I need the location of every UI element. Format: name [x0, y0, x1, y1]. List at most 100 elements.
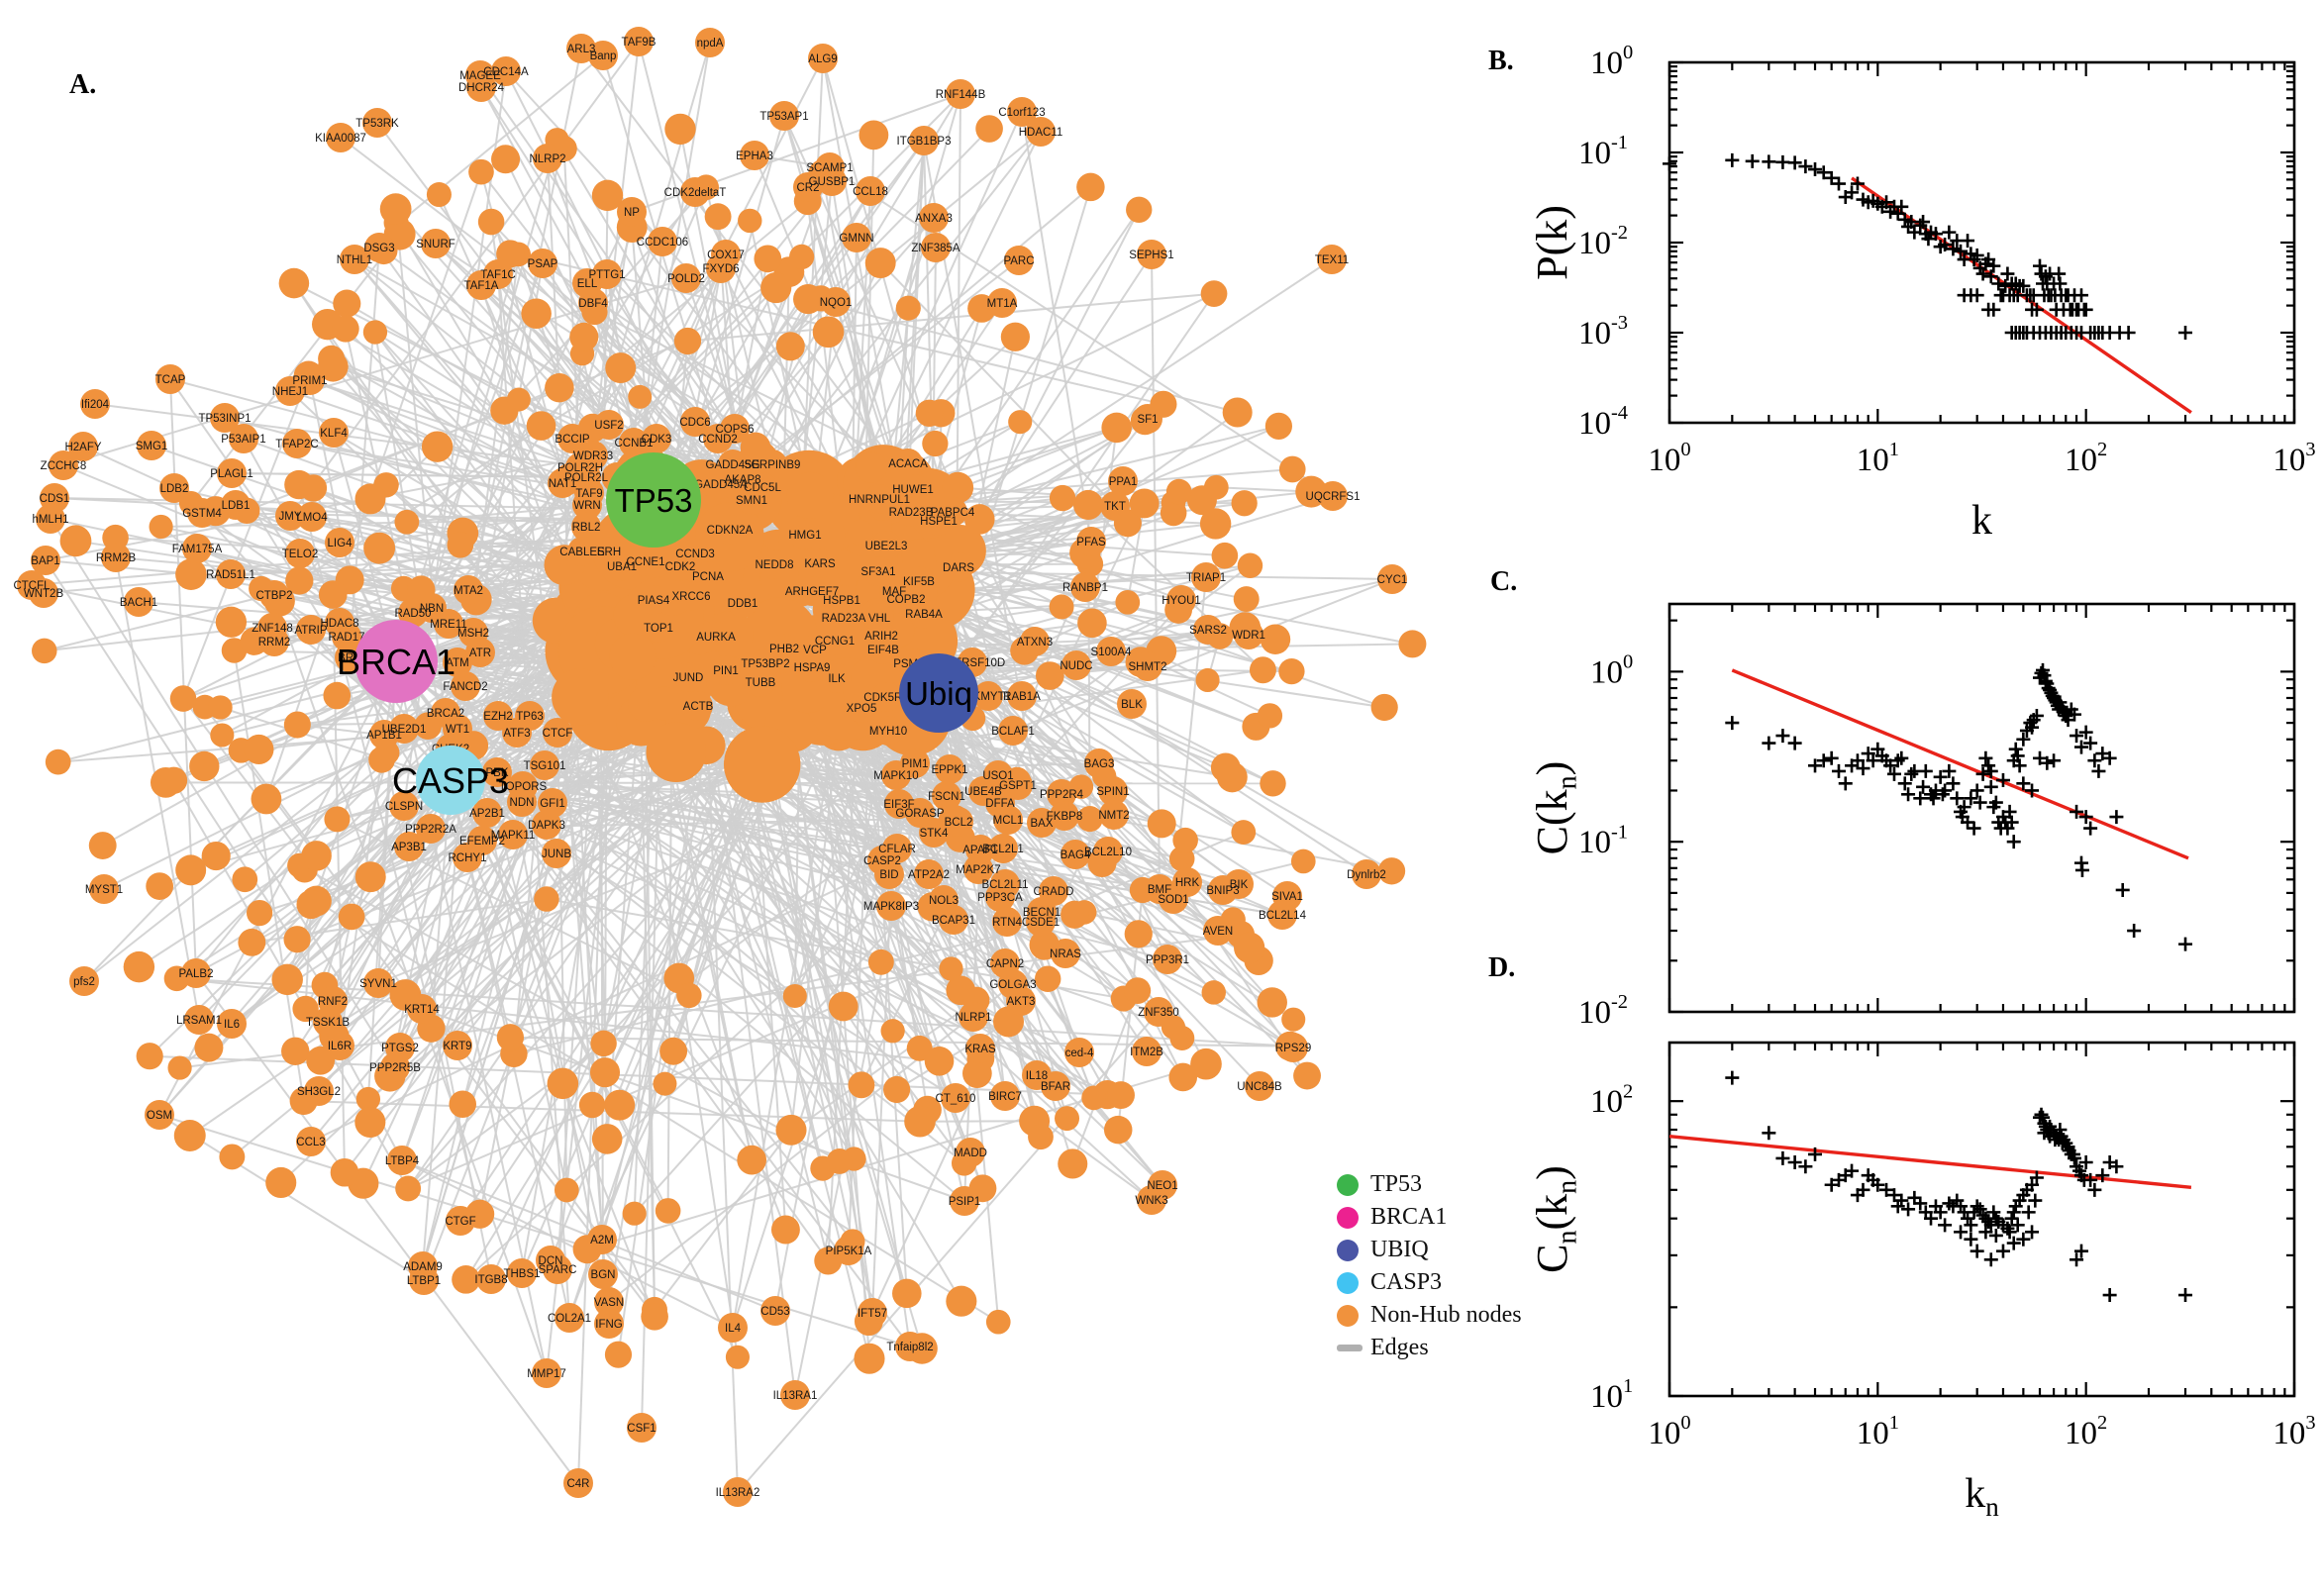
node-label-EZH2: EZH2	[483, 711, 512, 723]
node-label-RAB4A: RAB4A	[905, 609, 943, 621]
node-label-LRSAM1: LRSAM1	[176, 1015, 222, 1027]
node-label-EIF3F: EIF3F	[883, 799, 914, 811]
node-label-COPS6: COPS6	[716, 424, 755, 436]
tick-label-10e-4: 10-4	[1578, 402, 1628, 442]
node-label-SARS2: SARS2	[1189, 625, 1227, 637]
node-label-CCNG1: CCNG1	[815, 636, 855, 648]
tick-label-10e2: 102	[2065, 1412, 2107, 1451]
node-label-GSTM4: GSTM4	[182, 508, 222, 520]
x-axis-label-b: k	[1971, 498, 1992, 544]
node-label-TUBB: TUBB	[746, 677, 776, 689]
node-label-ALG9: ALG9	[808, 53, 837, 65]
tick-label-10e0: 100	[1648, 1412, 1690, 1451]
hub-node-TP53	[606, 452, 701, 548]
node-label-TAF9B: TAF9B	[622, 37, 656, 49]
plot-clustering-coefficient: 100 10-1 10-2 C(kn​)	[1515, 574, 2323, 1035]
node-label-C1orf123: C1orf123	[998, 107, 1045, 119]
node-label-HYOU1: HYOU1	[1162, 595, 1201, 607]
node-label-SIVA1: SIVA1	[1271, 891, 1303, 903]
node-label-ATR: ATR	[469, 648, 491, 659]
node-label-SERPINB9: SERPINB9	[745, 459, 801, 471]
node-label-BAG4: BAG4	[1060, 849, 1091, 861]
legend-label: Non-Hub nodes	[1370, 1302, 1522, 1328]
node-label-RNF144B: RNF144B	[936, 89, 986, 101]
node-label-ZCCHC8: ZCCHC8	[41, 460, 87, 472]
node-label-PPP3R1: PPP3R1	[1146, 954, 1189, 966]
node-label-S100A4: S100A4	[1091, 647, 1133, 658]
hub-label-TP53: TP53	[615, 482, 693, 519]
node-label-HDAC11: HDAC11	[1019, 127, 1063, 139]
node-label-NOL3: NOL3	[929, 895, 959, 907]
node-label-BCCIP: BCCIP	[555, 434, 589, 446]
node-label-COPB2: COPB2	[887, 594, 926, 606]
node-label-MAPK8IP3: MAPK8IP3	[863, 901, 919, 913]
node-label-TOPORS: TOPORS	[499, 781, 548, 793]
legend-item-brca1: BRCA1	[1337, 1201, 1522, 1234]
chart-c-svg: 100 10-1 10-2 C(kn​)	[1528, 602, 2296, 1031]
node-label-MCL1: MCL1	[993, 815, 1024, 827]
node-label-H2AFY: H2AFY	[64, 442, 101, 453]
node-label-UQCRFS1: UQCRFS1	[1306, 491, 1361, 503]
node-label-CYC1: CYC1	[1377, 574, 1408, 586]
node-label-EFEMP2: EFEMP2	[459, 836, 505, 848]
node-label-CDC6: CDC6	[679, 417, 710, 429]
node-label-PIP5K1A: PIP5K1A	[826, 1246, 872, 1257]
node-label-RNF2: RNF2	[318, 996, 348, 1008]
node-label-KRT9: KRT9	[443, 1041, 471, 1052]
legend-edge-swatch	[1337, 1345, 1363, 1351]
node-label-PBK: PBK	[485, 767, 508, 779]
node-label-ACTB: ACTB	[683, 701, 714, 713]
node-label-LTBP1: LTBP1	[407, 1275, 441, 1287]
node-label-TKT: TKT	[1104, 501, 1126, 513]
node-label-NEDD8: NEDD8	[756, 559, 794, 571]
node-label-HMG1: HMG1	[788, 530, 821, 542]
node-label-UBE4B: UBE4B	[964, 786, 1002, 798]
node-label-ITGB1BP3: ITGB1BP3	[897, 136, 952, 148]
node-label-BFAR: BFAR	[1041, 1081, 1070, 1093]
node-label-DCN: DCN	[539, 1255, 563, 1267]
node-label-LDB1: LDB1	[222, 500, 251, 512]
node-label-EPPK1: EPPK1	[931, 764, 967, 776]
node-label-SH3GL2: SH3GL2	[297, 1086, 341, 1098]
node-label-BLK: BLK	[1121, 699, 1143, 711]
node-label-PTGS2: PTGS2	[381, 1043, 419, 1054]
node-label-PFAS: PFAS	[1076, 537, 1106, 549]
legend-label: BRCA1	[1370, 1204, 1448, 1230]
node-label-RAD51L1: RAD51L1	[206, 569, 255, 581]
node-label-IL6: IL6	[224, 1019, 240, 1031]
node-label-LMO4: LMO4	[296, 512, 328, 524]
node-label-CDK5R1: CDK5R1	[863, 692, 908, 704]
node-label-ZNF385A: ZNF385A	[911, 243, 960, 254]
legend-color-swatch	[1337, 1304, 1359, 1327]
node-label-SOD1: SOD1	[1158, 894, 1188, 906]
node-label-UBE2D1: UBE2D1	[382, 724, 427, 736]
node-label-BCL2: BCL2	[945, 817, 973, 829]
node-label-GUSBP1: GUSBP1	[809, 176, 856, 188]
node-label-TP53AP1: TP53AP1	[759, 111, 808, 123]
node-label-THBS1: THBS1	[503, 1268, 540, 1280]
fit-line-d	[1668, 1134, 2192, 1189]
node-label-NUDC: NUDC	[1060, 660, 1092, 672]
node-label-WT1: WT1	[446, 724, 469, 736]
node-label-AVEN: AVEN	[1203, 926, 1233, 938]
y-axis-label-d: Cn​(kn​)	[1528, 1165, 1583, 1273]
node-label-MAP2K7: MAP2K7	[956, 864, 1000, 876]
node-label-HSPB1: HSPB1	[823, 595, 860, 607]
panel-d-label: D.	[1488, 952, 1516, 983]
node-label-ATXN3: ATXN3	[1017, 637, 1053, 648]
node-label-PRIM1: PRIM1	[292, 375, 327, 387]
node-label-TFAP2C: TFAP2C	[275, 439, 318, 450]
node-label-VHL: VHL	[868, 613, 891, 625]
node-label-CDK3: CDK3	[642, 434, 672, 446]
node-label-TCAP: TCAP	[155, 374, 186, 386]
node-label-C4R: C4R	[566, 1478, 589, 1490]
node-label-ATM: ATM	[446, 657, 468, 669]
node-label-CASP2: CASP2	[863, 855, 901, 867]
node-label-BCL2L10: BCL2L10	[1084, 847, 1132, 858]
node-label-SHMT2: SHMT2	[1129, 661, 1167, 673]
node-label-Ifi204: Ifi204	[81, 399, 110, 411]
tick-label-10e-2: 10-2	[1578, 222, 1628, 261]
node-label-NLRP2: NLRP2	[529, 153, 565, 165]
node-label-SCAMP1: SCAMP1	[806, 162, 853, 174]
node-label-AKT3: AKT3	[1007, 996, 1036, 1008]
